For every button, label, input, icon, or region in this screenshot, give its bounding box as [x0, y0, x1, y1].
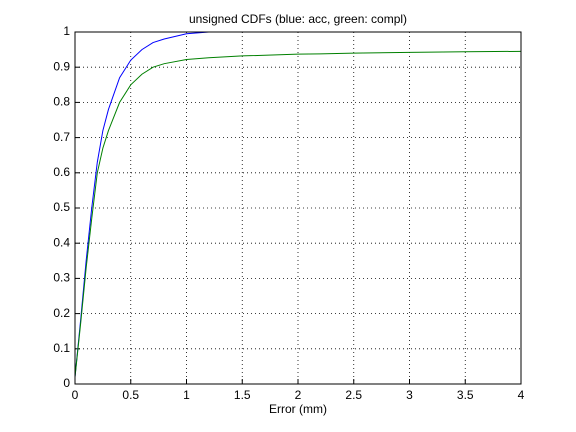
x-tick-label: 2.5 [345, 388, 362, 402]
chart-title: unsigned CDFs (blue: acc, green: compl) [189, 12, 407, 26]
x-tick-label: 2 [295, 388, 302, 402]
y-tick-label: 1 [63, 24, 70, 38]
x-tick-label: 3 [406, 388, 413, 402]
y-tick-label: 0 [63, 376, 70, 390]
y-tick-label: 0.7 [53, 130, 70, 144]
x-tick-label: 4 [518, 388, 525, 402]
x-tick-label: 0.5 [122, 388, 139, 402]
x-tick-label: 1 [183, 388, 190, 402]
data-line [74, 50, 522, 378]
x-tick-label: 0 [72, 388, 79, 402]
x-axis-label: Error (mm) [269, 402, 327, 416]
y-tick-label: 0.2 [53, 306, 70, 320]
y-tick-label: 0.9 [53, 59, 70, 73]
y-tick-label: 0.1 [53, 341, 70, 355]
y-tick-label: 0.4 [53, 235, 70, 249]
plot-frame [74, 31, 522, 385]
y-tick-label: 0.6 [53, 165, 70, 179]
x-tick-label: 1.5 [234, 388, 251, 402]
x-tick-label: 3.5 [457, 388, 474, 402]
y-tick-label: 0.8 [53, 95, 70, 109]
y-tick-label: 0.3 [53, 271, 70, 285]
y-tick-label: 0.5 [53, 200, 70, 214]
